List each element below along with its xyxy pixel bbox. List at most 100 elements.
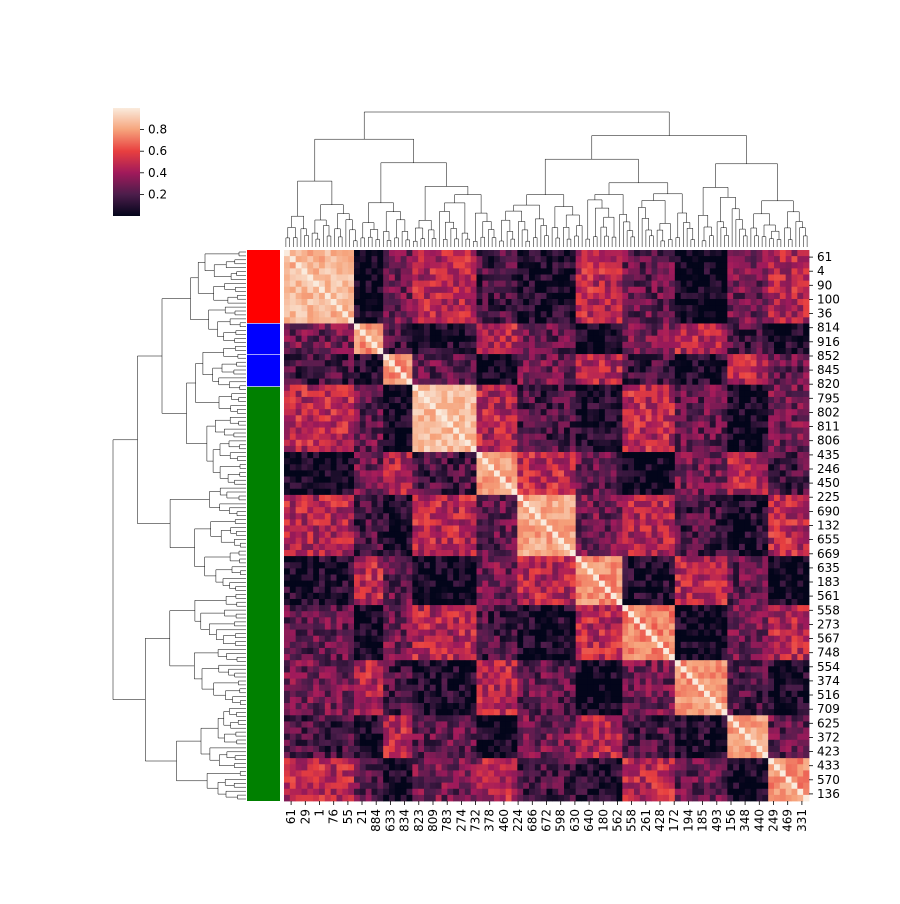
heatmap-cell	[307, 293, 313, 300]
heatmap-cell	[768, 550, 774, 557]
heatmap-cell	[348, 372, 354, 379]
heatmap-cell	[284, 440, 290, 447]
heatmap-cell	[418, 458, 424, 465]
heatmap-cell	[675, 526, 681, 533]
heatmap-cell	[564, 526, 570, 533]
heatmap-cell	[768, 495, 774, 502]
heatmap-cell	[494, 464, 500, 471]
row-dendrogram-link	[205, 254, 239, 271]
heatmap-cell	[698, 501, 704, 508]
heatmap-cell	[541, 256, 547, 263]
heatmap-cell	[395, 391, 401, 398]
heatmap-cell	[348, 556, 354, 563]
column-dendrogram-link	[541, 225, 547, 247]
heatmap-cell	[646, 513, 652, 520]
heatmap-cell	[494, 489, 500, 496]
heatmap-cell	[436, 348, 442, 355]
heatmap-cell	[331, 446, 337, 453]
heatmap-cell	[552, 513, 558, 520]
column-dendrogram-link	[650, 236, 654, 247]
heatmap-cell	[412, 379, 418, 386]
heatmap-cell	[593, 507, 599, 514]
heatmap-cell	[337, 489, 343, 496]
heatmap-cell	[477, 446, 483, 453]
heatmap-cell	[669, 495, 675, 502]
heatmap-cell	[436, 287, 442, 294]
heatmap-cell	[319, 336, 325, 343]
heatmap-cell	[652, 495, 658, 502]
heatmap-cell	[669, 556, 675, 563]
heatmap-cell	[675, 556, 681, 563]
heatmap-cell	[424, 274, 430, 281]
heatmap-cell	[628, 323, 634, 330]
heatmap-cell	[482, 397, 488, 404]
heatmap-cell	[430, 428, 436, 435]
heatmap-cell	[710, 348, 716, 355]
heatmap-cell	[331, 489, 337, 496]
heatmap-cell	[710, 428, 716, 435]
heatmap-cell	[786, 415, 792, 422]
heatmap-cell	[471, 501, 477, 508]
heatmap-cell	[471, 299, 477, 306]
heatmap-cell	[442, 483, 448, 490]
heatmap-cell	[383, 556, 389, 563]
heatmap-cell	[471, 372, 477, 379]
heatmap-cell	[337, 507, 343, 514]
heatmap-cell	[284, 507, 290, 514]
heatmap-cell	[465, 538, 471, 545]
heatmap-cell	[652, 489, 658, 496]
heatmap-cell	[354, 501, 360, 508]
heatmap-cell	[506, 409, 512, 416]
heatmap-cell	[570, 415, 576, 422]
heatmap-cell	[576, 550, 582, 557]
heatmap-cell	[500, 305, 506, 312]
heatmap-cell	[500, 446, 506, 453]
heatmap-cell	[710, 360, 716, 367]
heatmap-cell	[372, 274, 378, 281]
heatmap-cell	[529, 507, 535, 514]
heatmap-cell	[722, 391, 728, 398]
heatmap-cell	[517, 421, 523, 428]
heatmap-cell	[587, 532, 593, 539]
heatmap-cell	[529, 348, 535, 355]
heatmap-cell	[342, 336, 348, 343]
heatmap-cell	[733, 489, 739, 496]
heatmap-cell	[599, 501, 605, 508]
heatmap-cell	[547, 440, 553, 447]
heatmap-cell	[739, 299, 745, 306]
heatmap-cell	[453, 526, 459, 533]
heatmap-cell	[657, 281, 663, 288]
heatmap-cell	[663, 385, 669, 392]
heatmap-cell	[430, 262, 436, 269]
heatmap-cell	[284, 305, 290, 312]
heatmap-cell	[506, 483, 512, 490]
heatmap-cell	[360, 305, 366, 312]
heatmap-cell	[687, 507, 693, 514]
heatmap-cell	[663, 526, 669, 533]
heatmap-cell	[395, 409, 401, 416]
heatmap-cell	[389, 397, 395, 404]
heatmap-cell	[447, 397, 453, 404]
heatmap-cell	[780, 446, 786, 453]
heatmap-cell	[424, 409, 430, 416]
heatmap-cell	[710, 293, 716, 300]
heatmap-cell	[302, 281, 308, 288]
heatmap-cell	[587, 268, 593, 275]
heatmap-cell	[500, 360, 506, 367]
heatmap-cell	[722, 538, 728, 545]
heatmap-cell	[482, 372, 488, 379]
heatmap-cell	[698, 434, 704, 441]
heatmap-cell	[447, 360, 453, 367]
heatmap-cell	[751, 403, 757, 410]
heatmap-cell	[389, 379, 395, 386]
heatmap-cell	[383, 299, 389, 306]
heatmap-cell	[296, 556, 302, 563]
heatmap-cell	[517, 379, 523, 386]
heatmap-cell	[681, 323, 687, 330]
heatmap-cell	[512, 391, 518, 398]
heatmap-cell	[471, 281, 477, 288]
heatmap-cell	[751, 421, 757, 428]
heatmap-cell	[698, 287, 704, 294]
heatmap-cell	[576, 421, 582, 428]
heatmap-cell	[646, 311, 652, 318]
